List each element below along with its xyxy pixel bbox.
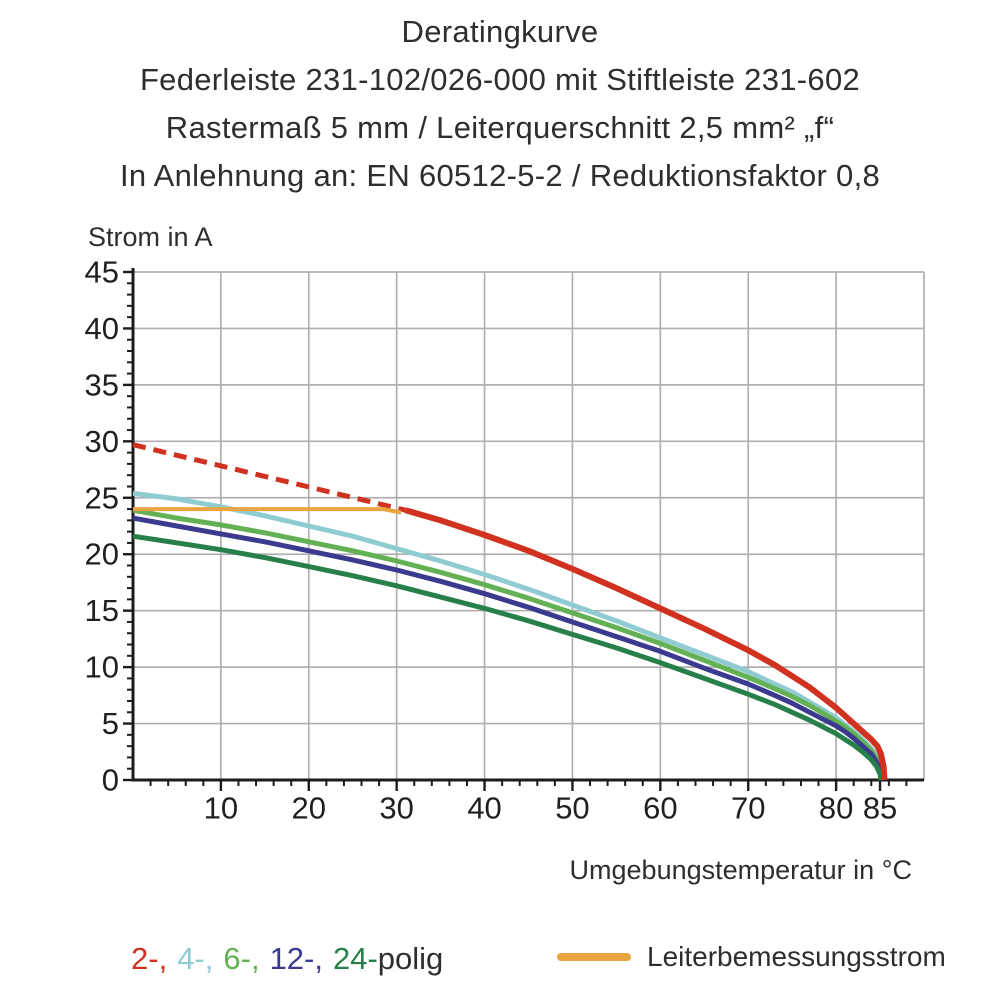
series-Leiterbemessungsstrom: [133, 507, 402, 515]
y-tick-label: 15: [85, 593, 119, 628]
title-line-1: Deratingkurve: [401, 14, 599, 49]
legend-pole-item: 4-,: [177, 941, 214, 976]
legend-pole-item: 6-,: [223, 941, 260, 976]
y-tick-label: 10: [85, 650, 119, 685]
title-line-2: Federleiste 231-102/026-000 mit Stiftlei…: [139, 62, 861, 97]
series-2-polig: [404, 507, 888, 781]
x-tick-label: 40: [467, 790, 501, 825]
x-tick-label: 10: [204, 790, 238, 825]
y-tick-label: 5: [102, 706, 119, 741]
series-12-polig: [132, 515, 884, 781]
x-tick-label: 85: [863, 790, 897, 825]
legend-rated-current: Leiterbemessungsstrom: [557, 941, 946, 973]
x-tick-label: 30: [379, 790, 413, 825]
y-tick-label: 40: [85, 311, 119, 346]
y-tick-label: 25: [85, 480, 119, 515]
y-axis-title: Strom in A: [88, 222, 213, 252]
chart-title-block: Deratingkurve Federleiste 231-102/026-00…: [0, 8, 1000, 200]
x-tick-label: 50: [555, 790, 589, 825]
y-tick-label: 20: [85, 537, 119, 572]
x-tick-label: 20: [292, 790, 326, 825]
y-tick-label: 30: [85, 424, 119, 459]
title-line-4: In Anlehnung an: EN 60512-5-2 / Reduktio…: [119, 158, 881, 193]
x-tick-label: 80: [819, 790, 853, 825]
series-2-polig-gestrichelt: [132, 442, 407, 513]
x-tick-label: 60: [643, 790, 677, 825]
x-axis-title: Umgebungstemperatur in °C: [569, 855, 912, 885]
rated-current-swatch: [557, 953, 631, 961]
legend-polig-suffix: polig: [377, 941, 444, 976]
x-tick-label: 70: [731, 790, 765, 825]
y-tick-label: 45: [85, 255, 119, 290]
series-24-polig: [132, 533, 884, 781]
y-tick-label: 35: [85, 367, 119, 402]
series-6-polig: [132, 507, 885, 781]
legend-pole-item: 2-,: [131, 941, 168, 976]
legend-pole-item: 12-,: [269, 941, 323, 976]
legend-pole-counts: 2-, 4-, 6-, 12-, 24-polig: [131, 941, 443, 977]
title-line-3: Rastermaß 5 mm / Leiterquerschnitt 2,5 m…: [165, 110, 835, 145]
rated-current-label: Leiterbemessungsstrom: [647, 941, 946, 972]
y-tick-label: 0: [102, 763, 119, 798]
legend-pole-item: 24-: [332, 941, 378, 976]
